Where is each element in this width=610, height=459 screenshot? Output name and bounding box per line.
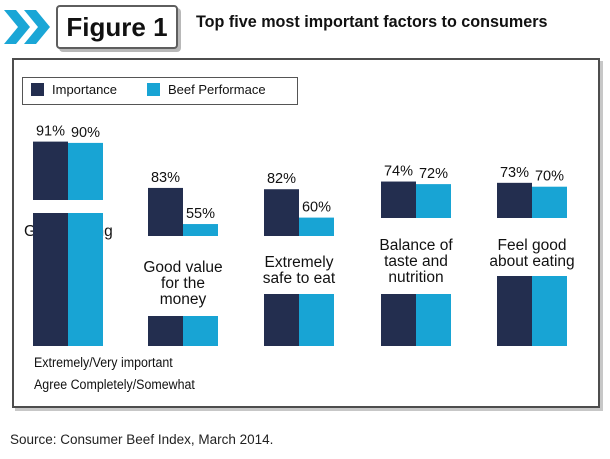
legend-item-importance: Importance [31,82,117,97]
legend-item-performance: Beef Performace [147,82,266,97]
data-label-importance-4: 73% [500,165,529,181]
legend-swatch-importance [31,83,44,96]
data-label-importance-0: 91% [36,124,65,140]
base-bar-importance-4 [497,276,532,346]
base-bar-performance-3 [416,294,451,346]
legend-swatch-performance [147,83,160,96]
category-label-4-line-0: Feel good [498,237,567,254]
category-label-2-line-0: Extremely [265,254,334,271]
base-bar-importance-3 [381,294,416,346]
category-label-3-line-2: nutrition [388,269,443,286]
figure-header: Figure 1 Top five most important factors… [0,0,610,56]
bar-performance-2 [299,217,334,236]
data-label-performance-3: 72% [419,166,448,182]
bar-importance-3 [381,181,416,218]
category-label-3-line-1: taste and [384,253,448,270]
category-label-2-line-1: safe to eat [263,270,336,287]
category-label-4-line-1: about eating [489,253,574,270]
bar-importance-4 [497,182,532,218]
data-label-performance-4: 70% [535,169,564,185]
note-performance-definition: Agree Completely/Somewhat [34,377,195,392]
bar-performance-1 [183,224,218,236]
category-label-1-line-2: money [160,291,207,308]
base-bar-performance-1 [183,316,218,346]
bar-performance-4 [532,186,567,218]
base-bar-performance-2 [299,294,334,346]
chevron-arrows-icon [4,10,50,44]
legend: Importance Beef Performace [22,77,298,105]
base-bar-performance-0 [68,213,103,346]
category-label-3-line-0: Balance of [379,237,453,254]
figure-label: Figure 1 [56,5,178,49]
legend-label-performance: Beef Performace [168,82,266,97]
data-label-performance-1: 55% [186,206,215,222]
note-importance-definition: Extremely/Very important [34,355,173,370]
legend-label-importance: Importance [52,82,118,97]
data-label-importance-3: 74% [384,164,413,180]
bar-performance-0 [68,142,103,200]
bar-importance-1 [148,187,183,236]
data-label-importance-1: 83% [151,170,180,186]
source-note: Source: Consumer Beef Index, March 2014. [10,432,274,447]
base-bar-importance-0 [33,213,68,346]
data-label-importance-2: 82% [267,171,296,187]
chart-title: Top five most important factors to consu… [196,12,548,31]
base-bar-importance-2 [264,294,299,346]
data-label-performance-2: 60% [302,200,331,216]
data-label-performance-0: 90% [71,125,100,141]
base-bar-importance-1 [148,316,183,346]
bar-performance-3 [416,184,451,218]
base-bar-performance-4 [532,276,567,346]
category-label-1-line-0: Good value [143,259,222,276]
bar-importance-2 [264,189,299,236]
category-label-1-line-1: for the [161,275,205,292]
bar-importance-0 [33,141,68,200]
